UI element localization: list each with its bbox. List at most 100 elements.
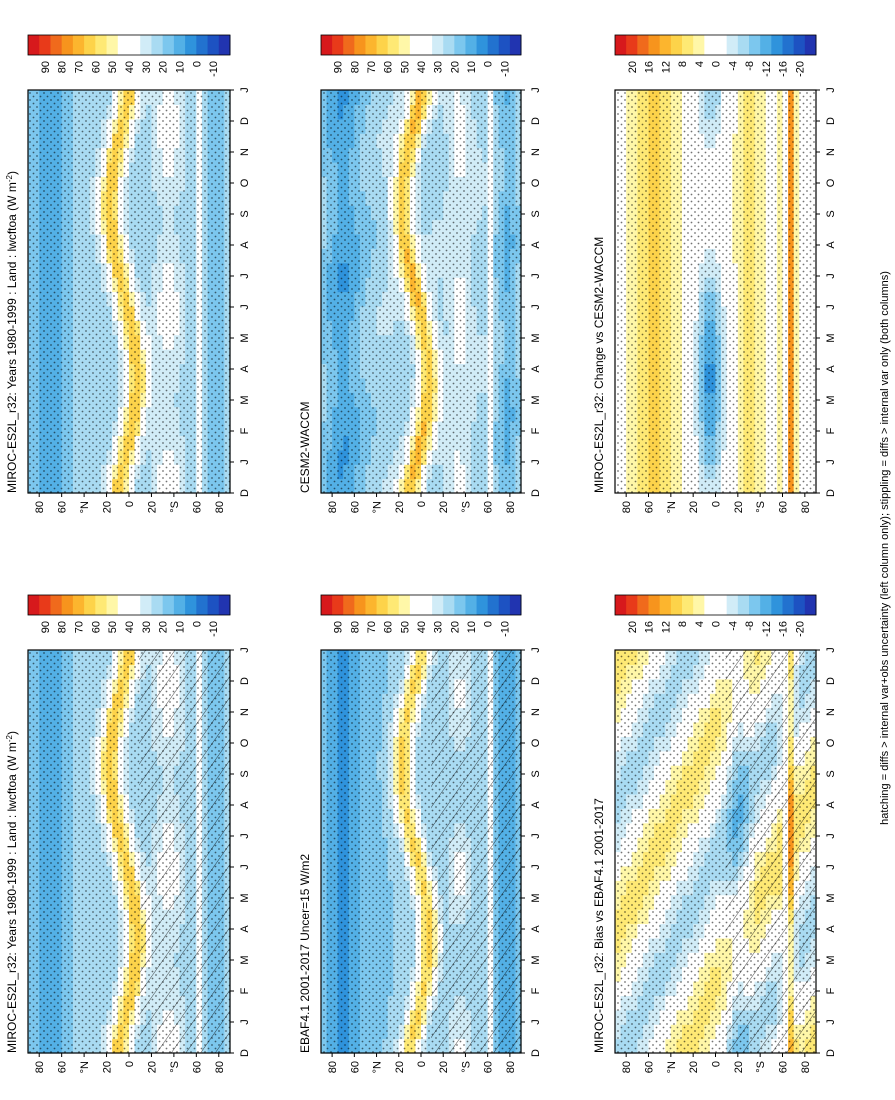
lat-tick-label: °S xyxy=(169,1061,181,1073)
colorbar-swatch xyxy=(207,35,220,55)
panel-p31: 80 60 °N 20 0 20 °S 60 80DJFMAMJJASONDJMIROC-ES2… xyxy=(592,594,837,1073)
lat-tick-label: °N xyxy=(372,501,384,513)
month-tick-label: M xyxy=(239,893,251,902)
colorbar-swatch xyxy=(409,595,422,615)
colorbar-swatch xyxy=(465,595,478,615)
month-tick-label: J xyxy=(530,459,542,465)
colorbar-swatch xyxy=(140,35,152,55)
colorbar-label: 70 xyxy=(366,621,378,633)
colorbar-swatch xyxy=(117,595,130,615)
colorbar-label: 50 xyxy=(399,621,411,633)
colorbar-swatch xyxy=(95,595,108,615)
colorbar-swatch xyxy=(140,595,152,615)
month-tick-label: D xyxy=(239,117,251,125)
colorbar-label: 90 xyxy=(40,621,52,633)
colorbar-label: 10 xyxy=(466,621,478,633)
lat-tick-label: 60 xyxy=(57,1061,69,1073)
colorbar-swatch xyxy=(61,595,74,615)
month-tick-label: F xyxy=(239,987,251,994)
colorbar-swatch xyxy=(421,595,433,615)
lat-tick-label: 60 xyxy=(191,501,203,513)
colorbar-label: 50 xyxy=(107,61,119,73)
colorbar-label: 20 xyxy=(449,61,461,73)
colorbar-swatch xyxy=(95,35,108,55)
month-tick-label: A xyxy=(239,365,251,373)
colorbar-swatch xyxy=(432,35,444,55)
lat-tick-label: 20 xyxy=(394,1061,406,1073)
colorbar-swatch xyxy=(509,595,522,615)
colorbar-label: 30 xyxy=(433,61,445,73)
lat-tick-label: 0 xyxy=(416,501,428,507)
month-tick-label: F xyxy=(239,427,251,434)
hatching-overlay xyxy=(139,650,230,1053)
month-tick-label: S xyxy=(239,210,251,217)
month-tick-label: J xyxy=(530,1019,542,1025)
month-tick-label: O xyxy=(530,738,542,747)
colorbar-swatch xyxy=(196,595,209,615)
colorbar-swatch xyxy=(387,595,400,615)
colorbar-label: 60 xyxy=(90,61,102,73)
month-tick-label: M xyxy=(530,333,542,342)
lat-tick-label: 20 xyxy=(102,501,114,513)
panel-title: EBAF4.1 2001-2017 Uncer=15 W/m2 xyxy=(298,854,312,1053)
colorbar-swatch xyxy=(509,35,522,55)
month-tick-label: O xyxy=(239,738,251,747)
title-close: ) xyxy=(5,731,19,735)
colorbar-swatch xyxy=(454,595,466,615)
month-tick-label: A xyxy=(239,241,251,249)
colorbar-label: 60 xyxy=(383,61,395,73)
colorbar-swatch xyxy=(398,595,411,615)
colorbar-label: 20 xyxy=(158,621,170,633)
lat-tick-label: 80 xyxy=(505,501,517,513)
colorbar-swatch xyxy=(185,595,197,615)
lat-tick-label: °S xyxy=(169,501,181,513)
lat-tick-label: 60 xyxy=(483,501,495,513)
colorbar-swatch xyxy=(117,35,130,55)
colorbar-swatch xyxy=(50,35,63,55)
colorbar-label: 50 xyxy=(107,621,119,633)
colorbar-swatch xyxy=(343,595,355,615)
colorbar-swatch xyxy=(376,595,389,615)
month-tick-label: J xyxy=(239,1019,251,1025)
hatching-overlay xyxy=(431,650,521,1053)
month-tick-label: D xyxy=(239,489,251,497)
lat-tick-label: 60 xyxy=(349,1061,361,1073)
stippling-overlay xyxy=(321,90,521,493)
colorbar-swatch xyxy=(84,35,96,55)
lat-tick-label: 80 xyxy=(214,1061,226,1073)
colorbar-swatch xyxy=(476,35,489,55)
month-tick-label: S xyxy=(239,770,251,777)
month-tick-label: A xyxy=(530,925,542,933)
lat-tick-label: 80 xyxy=(327,501,339,513)
colorbar-swatch xyxy=(185,35,197,55)
month-tick-label: D xyxy=(530,117,542,125)
colorbar-label: 80 xyxy=(349,61,361,73)
colorbar-label: -10 xyxy=(499,61,511,77)
month-tick-label: J xyxy=(239,87,251,93)
colorbar-frame xyxy=(320,594,522,616)
month-tick-label: J xyxy=(530,87,542,93)
colorbar-label: 80 xyxy=(57,61,69,73)
colorbar-swatch xyxy=(465,35,478,55)
colorbar-swatch xyxy=(72,35,85,55)
colorbar-label: 60 xyxy=(90,621,102,633)
panel-p22: 80 60 °N 20 0 20 °S 60 80DJFMAMJJASONDJCESM2-WAC… xyxy=(298,34,542,513)
colorbar-label: -10 xyxy=(499,621,511,637)
stippling-overlay xyxy=(28,90,230,493)
colorbar-swatch xyxy=(421,35,433,55)
month-tick-label: A xyxy=(530,801,542,809)
month-tick-label: D xyxy=(530,1049,542,1057)
colorbar-swatch xyxy=(106,35,119,55)
colorbar-swatch xyxy=(173,35,186,55)
title-close: ) xyxy=(5,171,19,175)
colorbar-swatch xyxy=(476,595,489,615)
colorbar-swatch xyxy=(39,595,51,615)
colorbar-swatch xyxy=(162,595,175,615)
colorbar-swatch xyxy=(207,595,220,615)
colorbar-label: 90 xyxy=(333,61,345,73)
colorbar-swatch xyxy=(443,595,455,615)
colorbar-swatch xyxy=(61,35,74,55)
colorbar-swatch xyxy=(354,35,366,55)
title-superscript: -2 xyxy=(5,175,14,183)
